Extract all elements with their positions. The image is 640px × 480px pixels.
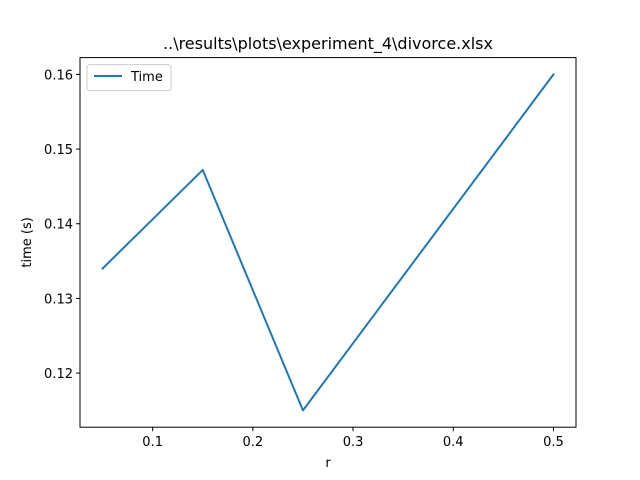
x-axis: 0.1 0.2 0.3 0.4 0.5 <box>142 427 564 450</box>
y-tick-label: 0.12 <box>44 367 73 382</box>
x-axis-label: r <box>325 456 331 471</box>
legend: Time <box>86 64 172 92</box>
x-tick-label: 0.2 <box>243 435 264 450</box>
x-tick-label: 0.3 <box>343 435 364 450</box>
y-tick-label: 0.16 <box>44 68 73 83</box>
y-tick-label: 0.13 <box>44 292 73 307</box>
x-tick-label: 0.1 <box>142 435 163 450</box>
y-axis: 0.12 0.13 0.14 0.15 0.16 <box>44 68 80 382</box>
x-tick-label: 0.5 <box>543 435 564 450</box>
series-line-time <box>101 73 555 412</box>
series-layer <box>101 73 555 412</box>
legend-label-time: Time <box>130 70 163 85</box>
y-axis-label: time (s) <box>20 217 35 267</box>
y-tick-label: 0.14 <box>44 218 73 233</box>
y-tick-label: 0.15 <box>44 143 73 158</box>
x-tick-label: 0.4 <box>443 435 464 450</box>
plot-area-frame <box>79 57 577 428</box>
legend-box <box>86 64 172 92</box>
chart-title: ..\results\plots\experiment_4\divorce.xl… <box>163 34 493 54</box>
